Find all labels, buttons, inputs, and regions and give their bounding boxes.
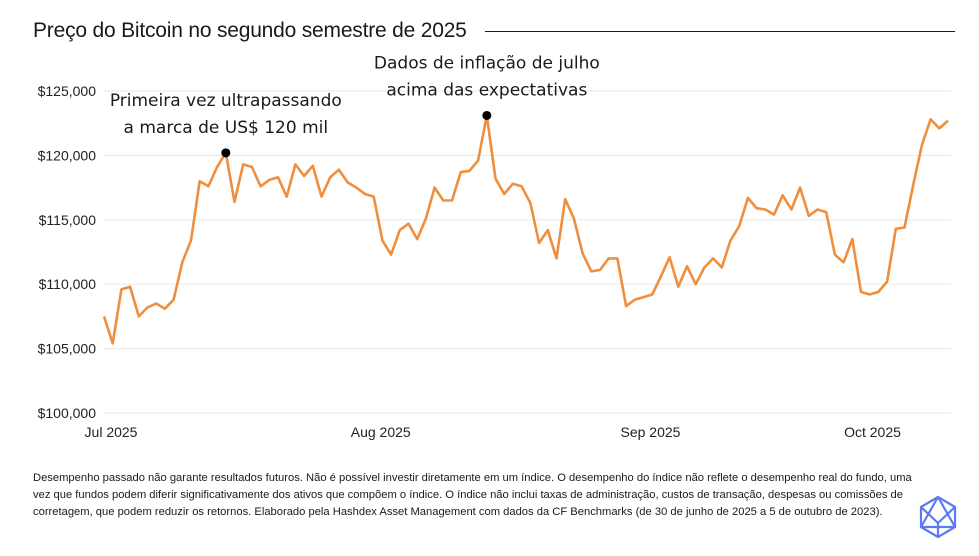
annotation-text: Primeira vez ultrapassando bbox=[110, 91, 342, 111]
annotation-text: a marca de US$ 120 mil bbox=[124, 118, 329, 138]
y-tick-label: $100,000 bbox=[38, 405, 97, 421]
annotation-marker bbox=[221, 148, 231, 158]
x-axis: Jul 2025 Aug 2025 Sep 2025 Oct 2025 bbox=[85, 424, 902, 440]
y-tick-label: $120,000 bbox=[38, 147, 97, 163]
bitcoin-price-chart: $100,000 $105,000 $110,000 $115,000 $120,000… bbox=[38, 53, 951, 440]
annotations: Primeira vez ultrapassando a marca de US$… bbox=[110, 53, 600, 158]
title-rule bbox=[484, 30, 955, 32]
hashdex-polyhedron-icon bbox=[919, 495, 957, 539]
annotation-text: acima das expectativas bbox=[386, 80, 587, 100]
x-tick-label: Jul 2025 bbox=[85, 424, 138, 440]
x-tick-label: Oct 2025 bbox=[844, 424, 901, 440]
gridlines bbox=[104, 90, 951, 414]
footnote-disclaimer: Desempenho passado não garante resultado… bbox=[33, 472, 912, 518]
y-tick-label: $125,000 bbox=[38, 83, 97, 99]
series-line-bitcoin bbox=[102, 114, 949, 345]
annotation-text: Dados de inflação de julho bbox=[374, 53, 600, 73]
x-tick-label: Sep 2025 bbox=[620, 424, 680, 440]
y-tick-label: $110,000 bbox=[39, 276, 97, 292]
annotation-marker bbox=[482, 110, 492, 120]
chart-title: Preço do Bitcoin no segundo semestre de … bbox=[33, 19, 467, 42]
title-row: Preço do Bitcoin no segundo semestre de … bbox=[33, 14, 955, 48]
y-axis: $100,000 $105,000 $110,000 $115,000 $120,000… bbox=[38, 83, 97, 421]
y-tick-label: $105,000 bbox=[38, 341, 97, 357]
x-tick-label: Aug 2025 bbox=[351, 424, 411, 440]
y-tick-label: $115,000 bbox=[39, 212, 97, 228]
